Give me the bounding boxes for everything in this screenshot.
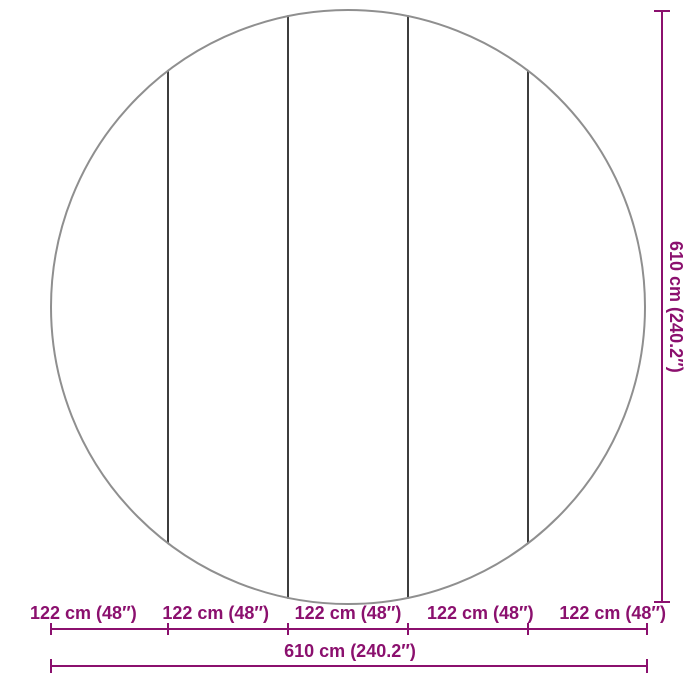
dimension-tick — [287, 623, 289, 635]
height-dimension-label: 610 cm (240.2″) — [666, 241, 686, 373]
segment-width-label: 122 cm (48″) — [559, 603, 666, 623]
segments-dimension-line — [50, 628, 648, 630]
dimension-tick — [646, 623, 648, 635]
height-dimension-line — [661, 11, 663, 602]
segment-labels-row: 122 cm (48″) 122 cm (48″) 122 cm (48″) 1… — [30, 604, 666, 622]
dimension-tick — [646, 659, 648, 673]
segment-width-label: 122 cm (48″) — [426, 603, 534, 623]
segment-width-label: 122 cm (48″) — [294, 603, 402, 623]
segment-width-label: 122 cm (48″) — [30, 603, 137, 623]
total-width-dimension-line — [50, 665, 648, 667]
tabletop-circle-outline — [50, 9, 646, 605]
dimension-tick — [527, 623, 529, 635]
dimension-tick — [654, 10, 670, 12]
dimension-tick — [167, 623, 169, 635]
dimension-tick — [50, 623, 52, 635]
total-width-label: 610 cm (240.2″) — [284, 641, 416, 661]
dimension-tick — [50, 659, 52, 673]
dimension-tick — [407, 623, 409, 635]
dimension-tick — [654, 601, 670, 603]
segment-width-label: 122 cm (48″) — [162, 603, 270, 623]
